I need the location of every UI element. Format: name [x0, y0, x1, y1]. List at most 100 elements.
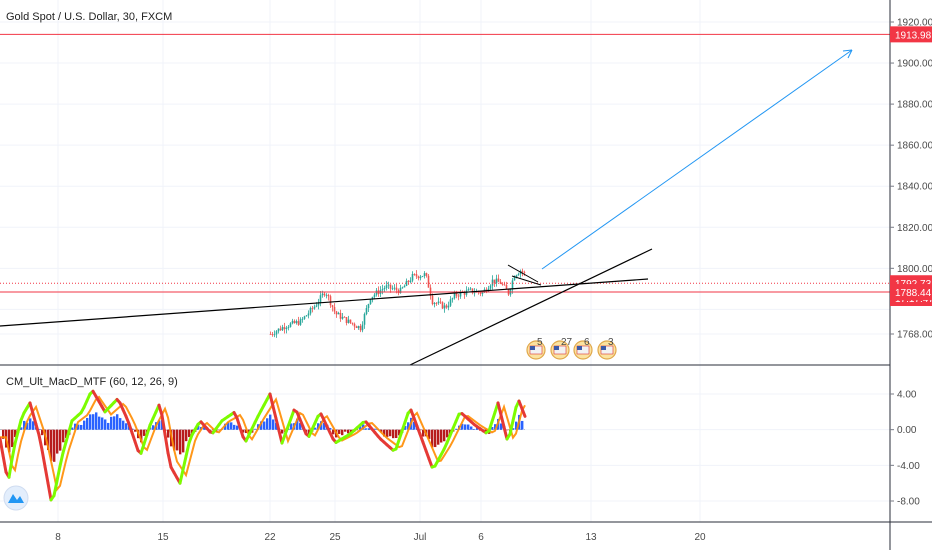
macd-histogram-bar: [431, 429, 434, 448]
macd-line-segment: [487, 420, 494, 433]
macd-histogram-bar: [125, 423, 128, 430]
macd-line-segment: [163, 432, 170, 455]
macd-line-segment: [43, 464, 50, 485]
event-badge[interactable]: 27: [550, 337, 573, 360]
macd-histogram-bar: [275, 422, 278, 430]
price-tags: 1913.981792.7317:17:471788.44: [890, 26, 932, 306]
macd-line-segment: [64, 429, 71, 444]
macd-histogram-bar: [386, 429, 389, 437]
flag-line-bottom[interactable]: [511, 275, 542, 286]
macd-histogram-bar: [86, 417, 89, 430]
candle-body: [449, 299, 452, 306]
time-tick-label: 25: [329, 532, 341, 543]
macd-line-segment: [160, 413, 167, 436]
macd-histogram-bar: [74, 423, 77, 430]
macd-histogram-bar: [446, 429, 449, 438]
candle-body: [269, 334, 272, 335]
candle-body: [331, 305, 334, 308]
candle-body: [347, 319, 350, 323]
macd-histogram-bar: [32, 421, 35, 430]
candle-body: [291, 320, 294, 324]
macd-histogram-bar: [179, 429, 182, 455]
trendline-support[interactable]: [409, 248, 653, 366]
candle-body: [459, 292, 462, 297]
candle-body: [431, 295, 434, 305]
macd-line-segment: [16, 418, 23, 434]
event-badge[interactable]: 6: [573, 337, 593, 360]
macd-histogram-bar: [383, 429, 386, 437]
macd-histogram-bar: [290, 423, 293, 430]
candle-body: [455, 293, 458, 296]
arrow-head-icon: [842, 49, 853, 59]
candle-body: [395, 287, 398, 291]
flag-line-top[interactable]: [507, 264, 539, 283]
macd-histogram-bar: [314, 427, 317, 430]
macd-histogram-bar: [140, 429, 143, 443]
event-badge[interactable]: 5: [526, 337, 546, 360]
macd-histogram-bar: [71, 427, 74, 430]
macd-histogram-bar: [428, 429, 431, 439]
candle-body: [301, 318, 304, 320]
macd-tick-label: 0.00: [897, 425, 917, 436]
candle-body: [493, 279, 496, 284]
candle-body: [471, 288, 474, 293]
price-axis[interactable]: 1920.00 1900.00 1880.00 1860.00 1840.00 1820.…: [890, 18, 932, 341]
macd-histogram-bar: [182, 429, 185, 453]
candle-body: [335, 311, 338, 315]
candle-body: [339, 312, 342, 319]
us-flag-canton-icon: [601, 346, 606, 350]
candle-body: [479, 292, 482, 294]
projection-arrow[interactable]: [541, 49, 853, 270]
event-badge[interactable]: 3: [597, 337, 617, 360]
candle-body: [343, 316, 346, 318]
macd-line-segment: [52, 479, 59, 498]
candle-body: [421, 275, 424, 277]
candle-body: [381, 289, 384, 291]
time-tick-label: 6: [478, 532, 484, 543]
event-badges[interactable]: 5 27 6 3: [526, 337, 617, 360]
macd-line-segment: [28, 401, 35, 416]
macd-line-segment: [397, 429, 404, 442]
macd-histogram-bar: [404, 426, 407, 430]
macd-histogram-bar: [281, 429, 284, 434]
macd-line-segment: [394, 438, 401, 451]
candle-body: [415, 274, 418, 277]
us-flag-canton-icon: [554, 346, 559, 350]
candle-body: [521, 270, 524, 273]
macd-line-segment: [499, 413, 506, 429]
candle-body: [433, 303, 436, 305]
candle-body: [313, 306, 316, 309]
macd-histogram-bar: [158, 420, 161, 430]
macd-histogram-bar: [122, 420, 125, 430]
macd-histogram-bar: [89, 414, 92, 430]
macd-histogram-bar: [80, 424, 83, 430]
candle-body: [453, 293, 456, 299]
candle-body: [439, 301, 442, 303]
tradingview-logo-icon[interactable]: [3, 485, 29, 511]
macd-histogram-bar: [359, 425, 362, 430]
candle-body: [367, 304, 370, 309]
candle-body: [281, 327, 284, 331]
candle-body: [513, 277, 516, 281]
macd-tick-label: -4.00: [897, 461, 920, 472]
macd-histogram-bar: [8, 429, 11, 453]
macd-histogram-bar: [95, 412, 98, 430]
trendline-resistance[interactable]: [0, 278, 649, 327]
macd-line-segment: [0, 437, 5, 457]
time-axis[interactable]: 8 15 22 25 Jul 6 13 20: [55, 532, 706, 543]
candle-body: [409, 280, 412, 282]
trendlines[interactable]: [0, 49, 853, 366]
price-lines: [0, 33, 890, 293]
event-badge-label: 3: [608, 337, 614, 348]
macd-histogram-bar: [269, 414, 272, 430]
price-tick-label: 1840.00: [897, 182, 932, 193]
macd-histogram-bar: [116, 414, 119, 430]
macd-line-segment: [496, 401, 503, 417]
candle-body: [481, 292, 484, 294]
candle-body: [501, 283, 504, 285]
price-tag-label: 1913.98: [895, 30, 932, 41]
macd-axis[interactable]: 4.00 0.00 -4.00 -8.00: [890, 390, 920, 508]
